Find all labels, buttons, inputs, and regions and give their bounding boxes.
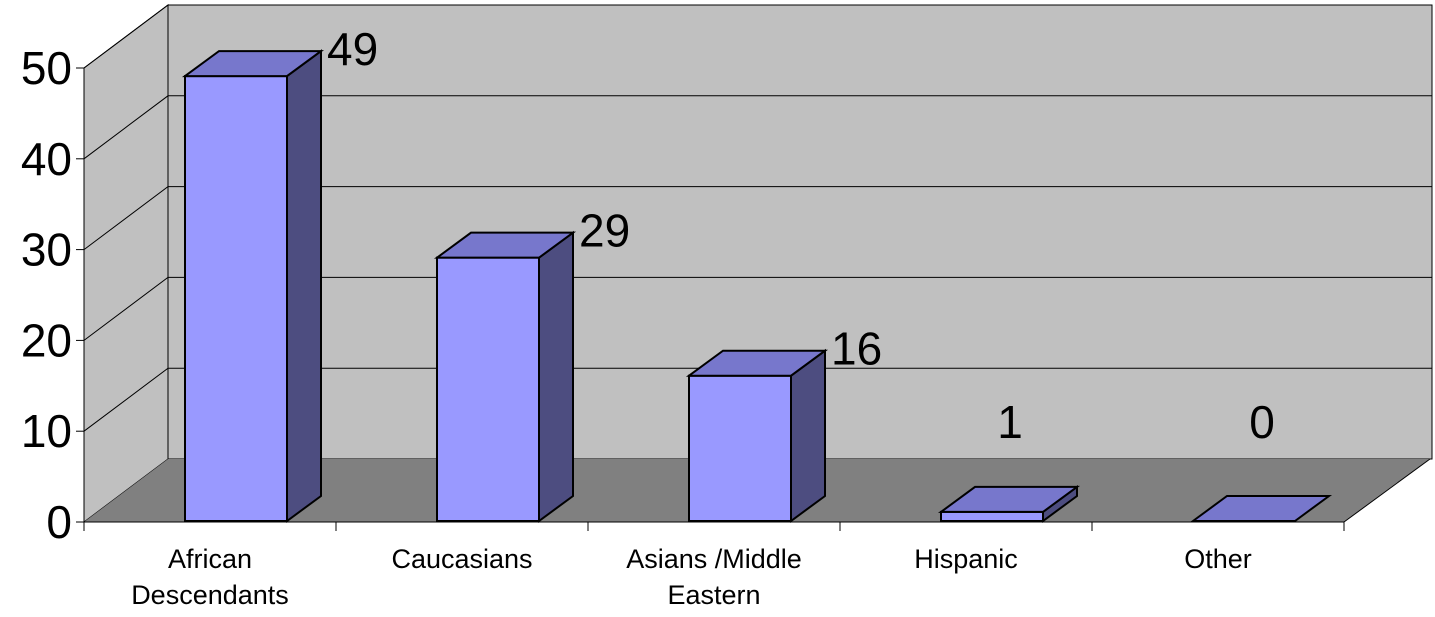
side-wall	[83, 4, 169, 523]
bar-top	[181, 50, 325, 78]
gridlines	[83, 4, 1432, 432]
bar	[181, 49, 325, 523]
bar-front	[940, 510, 1044, 522]
data-label: 1	[997, 396, 1023, 448]
bar	[1189, 495, 1333, 522]
x-tick-label: Eastern	[667, 580, 760, 610]
bar-top	[685, 349, 829, 377]
x-tick-label: Hispanic	[914, 544, 1018, 574]
bar	[433, 230, 577, 523]
x-axis-tick-labels: African Descendants Caucasians Asians /Midd…	[131, 544, 1252, 610]
floor-edge-right	[1343, 458, 1431, 523]
bar-top	[1189, 495, 1333, 522]
data-labels: 49 29 16 1 0	[327, 23, 1275, 448]
y-axis-tick-labels: 0 10 20 30 40 50	[21, 42, 72, 548]
bar	[685, 348, 829, 523]
gridline-40	[83, 95, 1432, 160]
bar-side	[790, 348, 826, 523]
x-tick-label: Asians /Middle	[626, 544, 802, 574]
data-label: 0	[1249, 396, 1275, 448]
y-tick-label: 50	[21, 42, 72, 94]
y-tick-label: 30	[21, 224, 72, 276]
bar-front	[688, 374, 792, 522]
gridline-10	[83, 367, 1432, 432]
y-tick-label: 10	[21, 405, 72, 457]
x-tick-label: African	[168, 544, 252, 574]
data-label: 16	[831, 323, 882, 375]
y-tick-label: 40	[21, 133, 72, 185]
gridline-30	[83, 186, 1432, 251]
y-tick-label: 20	[21, 314, 72, 366]
gridline-50	[83, 4, 1432, 69]
bar-front	[436, 256, 540, 522]
bar	[937, 484, 1081, 523]
data-label: 49	[327, 23, 378, 75]
y-tick-label: 0	[46, 496, 72, 548]
bar-front	[184, 75, 288, 522]
bars	[181, 49, 1333, 523]
x-tick-label: Descendants	[131, 580, 289, 610]
bar-top	[433, 231, 577, 259]
bar-side	[538, 230, 574, 523]
bar-top	[937, 485, 1081, 513]
x-tick-label: Other	[1184, 544, 1252, 574]
gridline-20	[83, 276, 1432, 341]
x-tick-label: Caucasians	[391, 544, 532, 574]
data-label: 29	[579, 205, 630, 257]
bar-side	[286, 49, 322, 523]
